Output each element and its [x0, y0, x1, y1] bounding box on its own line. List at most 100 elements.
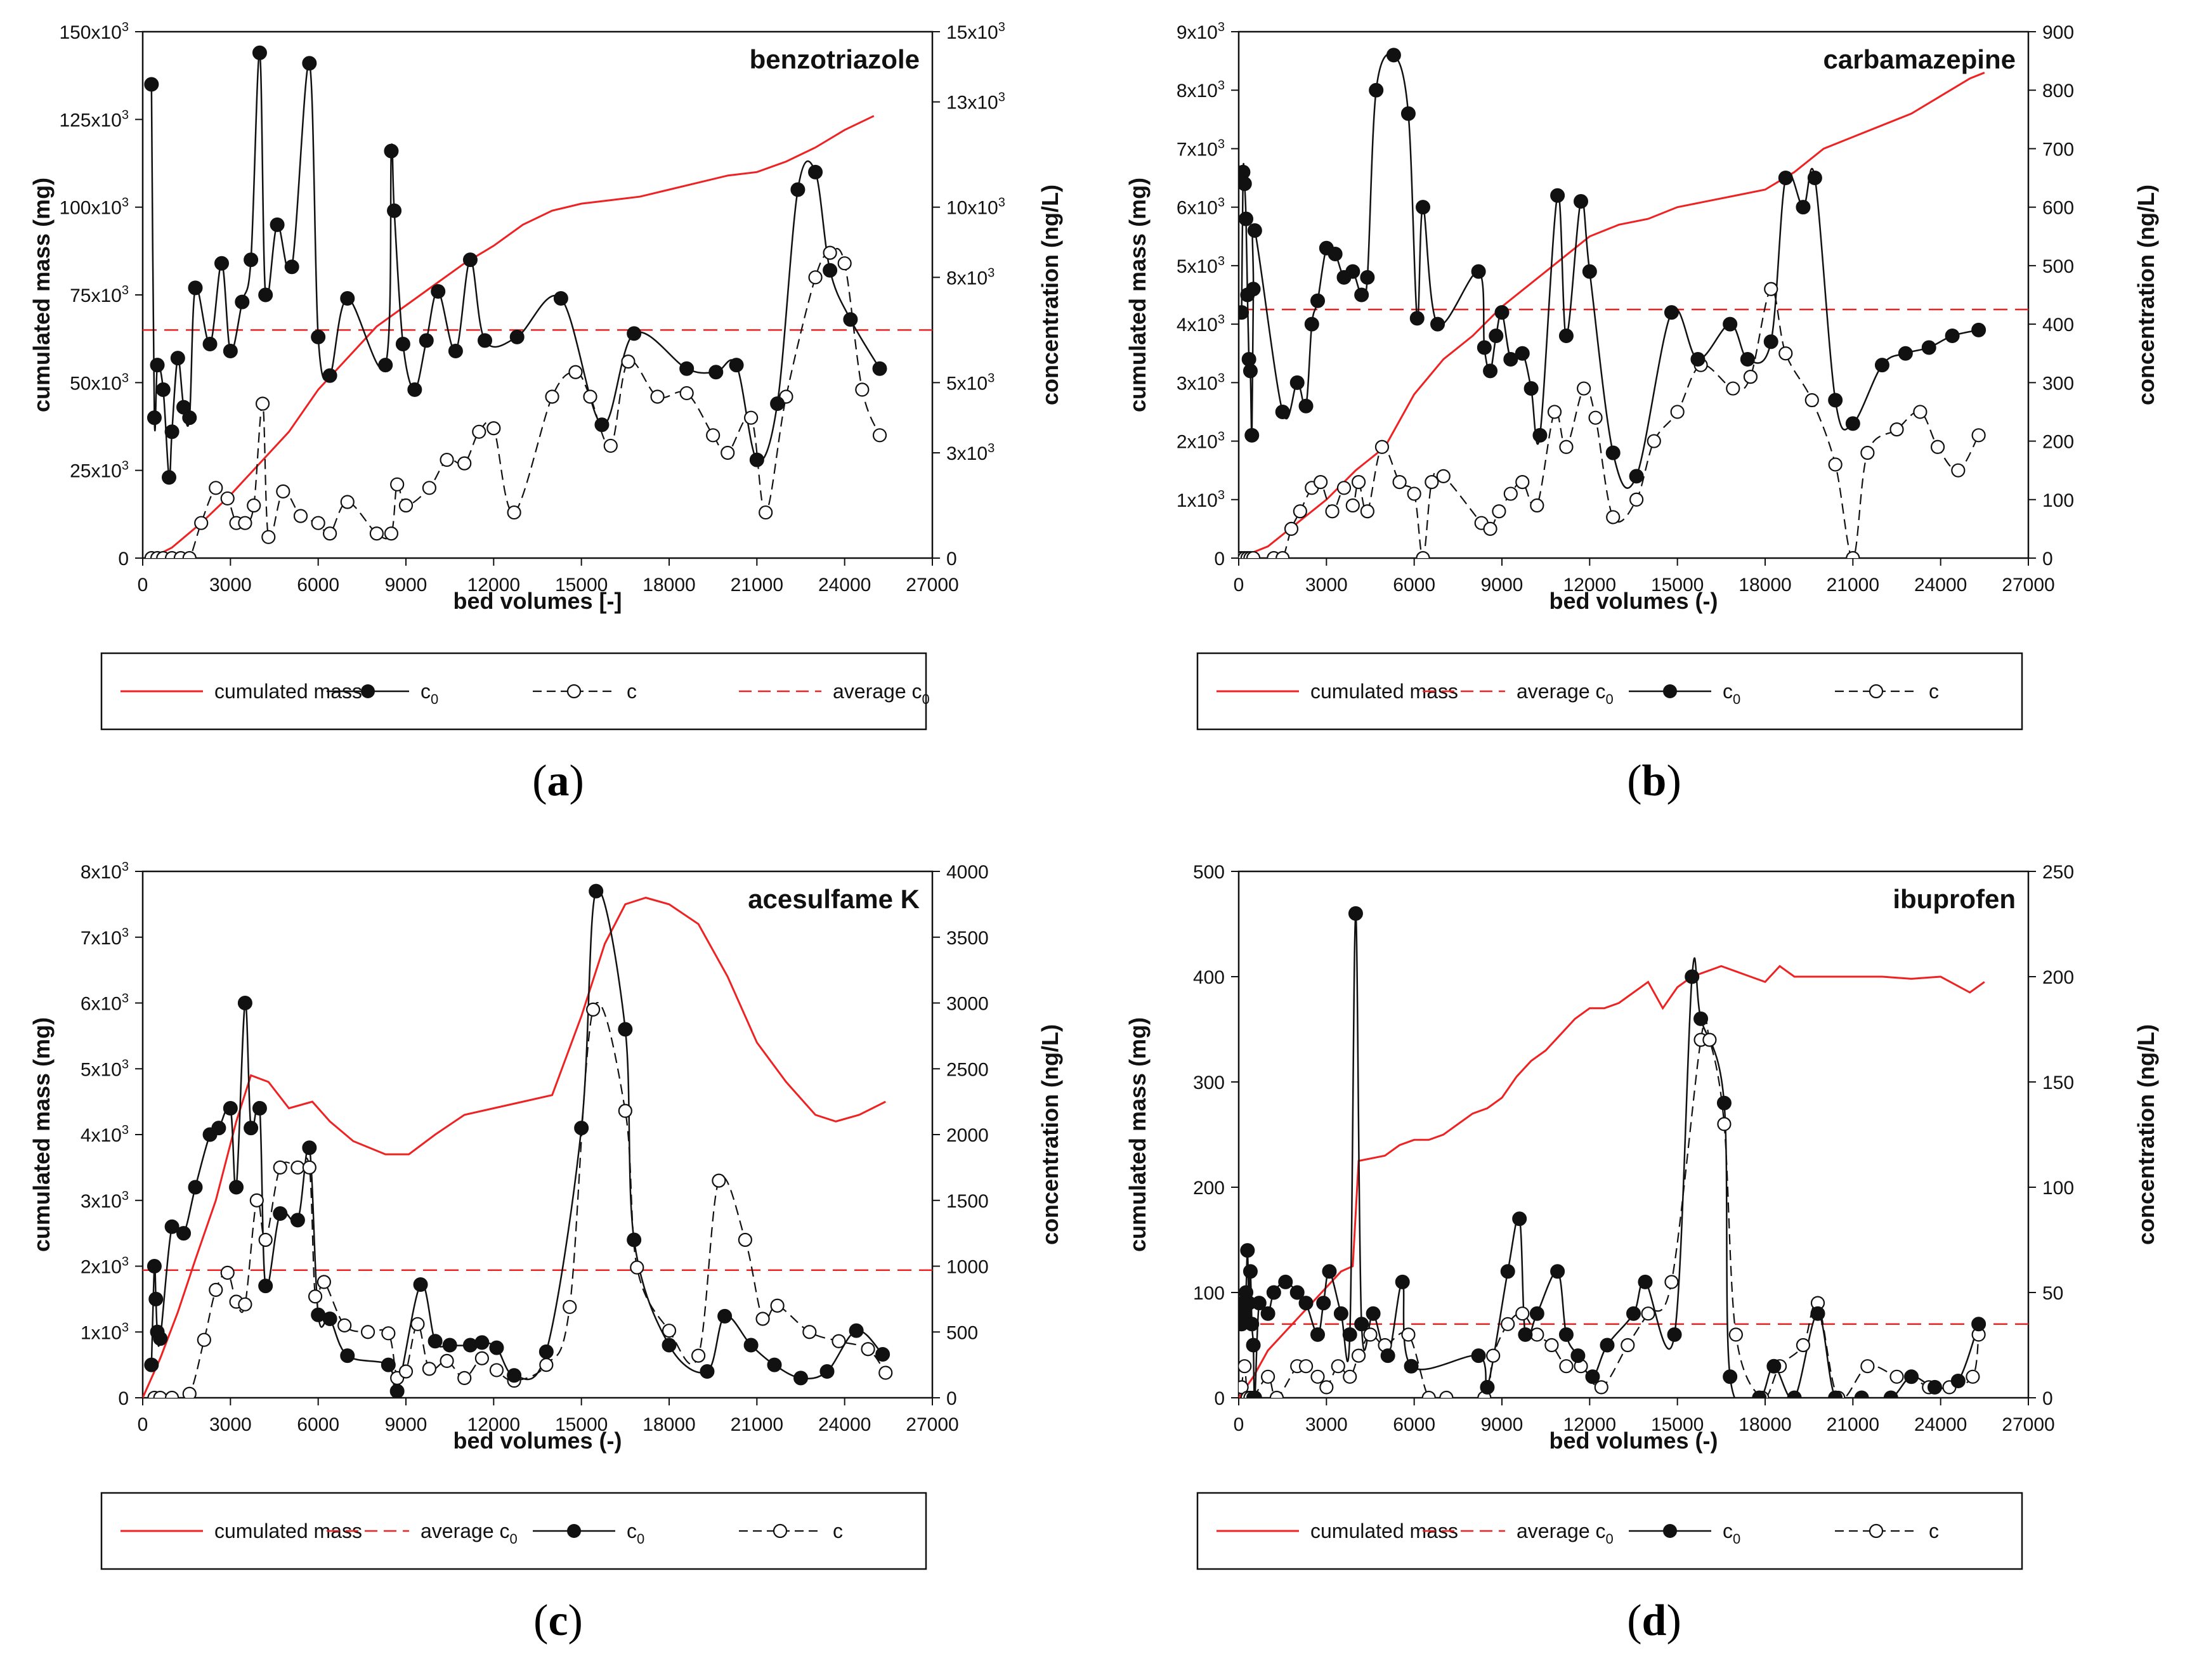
c0-point	[302, 56, 317, 71]
y-left-tick-label: 7x103	[81, 926, 129, 949]
c0-point	[340, 1348, 355, 1364]
c0-point	[770, 396, 785, 412]
c-point	[410, 1317, 425, 1331]
c-point	[1796, 1338, 1811, 1353]
y-left-tick-label: 100	[1193, 1283, 1225, 1304]
y-right-tick-label: 2000	[946, 1125, 989, 1146]
chart-panel-c: 0 3000 6000 9000 12000 15000 18000 21000 24000 27…	[0, 840, 1096, 1679]
c0-point	[589, 883, 604, 899]
c-point	[340, 495, 355, 509]
y-left-tick-label: 3x103	[1177, 371, 1225, 394]
c0-point	[427, 1334, 443, 1349]
y-left-tick-label: 125x103	[59, 108, 129, 131]
c-point	[457, 1371, 472, 1385]
legend-c-marker	[1869, 1523, 1884, 1539]
legend-label-c: c	[1929, 1520, 1939, 1542]
c0-point	[1921, 340, 1936, 355]
c0-point	[749, 452, 764, 467]
x-tick-label: 6000	[297, 575, 339, 596]
c0-point	[1927, 1379, 1942, 1395]
c0-point	[1503, 351, 1518, 367]
c-point	[539, 1358, 554, 1372]
y-right-tick-label: 0	[2042, 549, 2053, 570]
c-point	[1486, 1348, 1501, 1363]
c0-point	[1494, 305, 1510, 320]
y-right-tick-label: 0	[946, 1388, 957, 1409]
c-point	[1275, 550, 1290, 558]
c0-point	[1310, 293, 1325, 308]
c-point	[586, 1002, 601, 1017]
c-point	[738, 1232, 752, 1247]
c0-point	[1298, 398, 1314, 413]
y-left-tick-label: 25x103	[70, 459, 129, 482]
c-point	[1483, 521, 1497, 536]
c-point	[1913, 405, 1928, 419]
series-group	[143, 45, 932, 558]
c0-point	[1716, 1095, 1732, 1110]
c-point	[398, 1364, 414, 1379]
chart-b-svg: 0 3000 6000 9000 12000 15000 18000 21000 24000 27…	[1125, 20, 2159, 731]
c0-point	[1278, 1274, 1293, 1289]
c-point	[1336, 481, 1352, 495]
c-point	[261, 530, 276, 544]
x-tick-label: 9000	[1481, 1414, 1523, 1435]
plot-frame	[1237, 870, 2030, 1399]
chart-title: benzotriazole	[750, 44, 920, 74]
y-left-tick-label: 4x103	[1177, 313, 1225, 335]
x-tick-label: 18000	[1739, 1414, 1791, 1435]
c-point	[832, 1334, 846, 1348]
legend-label-mass: cumulated mass	[1310, 680, 1458, 703]
c0-series-line	[150, 889, 884, 1395]
x-axis-label: bed volumes (-)	[1549, 588, 1718, 614]
c0-point	[1945, 329, 1960, 344]
c-point	[1530, 498, 1544, 513]
c-point	[1325, 504, 1340, 519]
y-right-axis-label: concentration (ng/L)	[2133, 185, 2159, 405]
c-point	[209, 481, 223, 495]
c-point	[1594, 1380, 1608, 1395]
c-point	[1971, 428, 1986, 443]
x-tick-label: 27000	[2002, 575, 2054, 596]
x-tick-label: 18000	[643, 575, 695, 596]
c0-point	[849, 1323, 864, 1338]
series-group	[1239, 906, 2028, 1398]
cumulated-mass-line	[151, 115, 875, 558]
c0-point	[1558, 329, 1574, 344]
c-point	[1239, 1359, 1252, 1374]
c0-point	[1366, 1306, 1381, 1321]
y-left-tick-label: 8x103	[81, 860, 129, 883]
c0-point	[1512, 1211, 1527, 1227]
c0-point	[164, 1219, 179, 1234]
c0-point	[188, 1180, 203, 1195]
c-point	[323, 526, 337, 541]
y-right-tick-label: 500	[2042, 256, 2074, 277]
c0-point	[1240, 1243, 1255, 1258]
x-tick-label: 15000	[555, 1414, 608, 1435]
y-right-tick-label: 150	[2042, 1072, 2074, 1093]
c0-point	[1766, 1358, 1782, 1374]
y-left-tick-label: 50x103	[70, 371, 129, 394]
series-group	[1239, 48, 2028, 558]
c-point	[1547, 405, 1562, 419]
c-point	[1702, 1032, 1717, 1047]
c0-point	[1550, 1264, 1565, 1279]
c-series-line	[154, 1002, 887, 1398]
c-point	[1726, 381, 1740, 396]
c-point	[1670, 405, 1685, 419]
c0-point	[311, 329, 326, 344]
cumulated-mass-line	[1239, 72, 1985, 558]
y-left-tick-label: 9x103	[1177, 20, 1225, 43]
c0-point	[1289, 1285, 1305, 1300]
c-point	[1343, 1369, 1357, 1384]
c-point	[1743, 370, 1758, 384]
c0-point	[1752, 1390, 1767, 1398]
c0-point	[1243, 363, 1258, 379]
c-point	[1246, 550, 1261, 558]
x-tick-label: 21000	[731, 1414, 783, 1435]
c-point	[1314, 475, 1328, 490]
c0-point	[717, 1308, 733, 1324]
c0-point	[1480, 1379, 1495, 1395]
y-right-tick-label: 200	[2042, 432, 2074, 453]
panel-label-d: (d)	[1627, 1596, 1681, 1645]
c-point	[1503, 486, 1518, 501]
